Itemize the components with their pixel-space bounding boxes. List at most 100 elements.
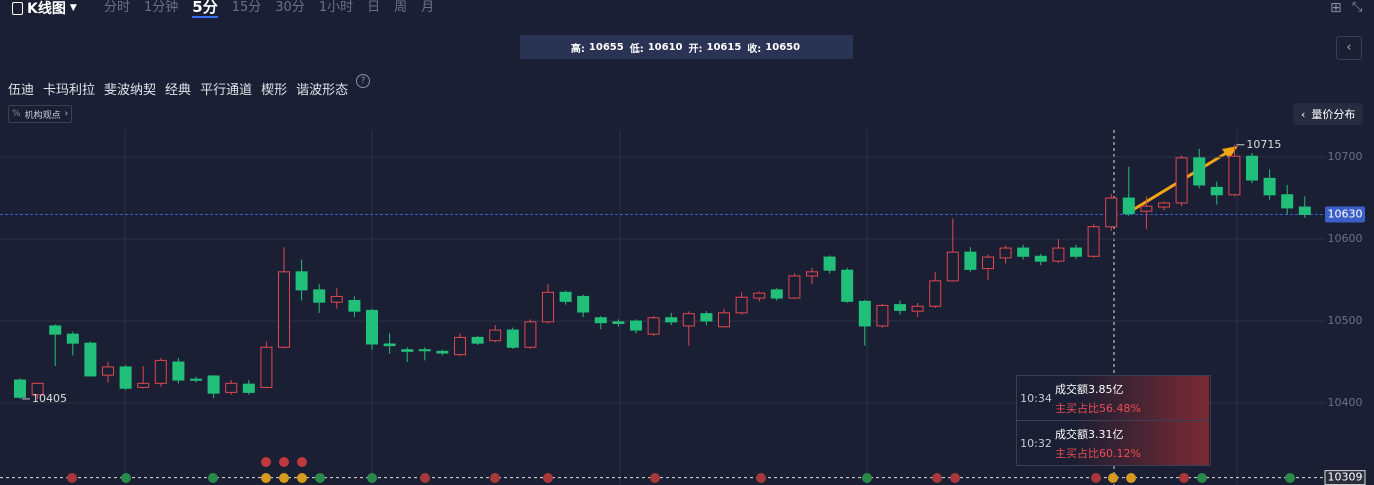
candle-body (172, 361, 185, 381)
candle-body (718, 312, 730, 328)
candle-body (1298, 206, 1311, 215)
candle-body (418, 349, 431, 352)
candle-body (348, 300, 361, 312)
shrink-icon[interactable]: ⤡ (1352, 0, 1363, 15)
period-tab[interactable]: 日 (367, 0, 381, 15)
chart-type-menu[interactable]: K线图 ▼ (12, 0, 77, 17)
candle-body (66, 333, 79, 344)
event-marker (279, 473, 289, 483)
tool[interactable]: 经典 (165, 83, 192, 98)
low-label: 10405 (32, 392, 67, 405)
candle-body (559, 291, 572, 302)
tool[interactable]: 斐波纳契 (104, 83, 157, 98)
tooltip-label: 开: (688, 43, 703, 55)
y-tick-label: 10500 (1328, 314, 1363, 327)
help-icon[interactable]: ? (356, 74, 370, 88)
event-marker (932, 473, 942, 483)
event-marker (420, 473, 430, 483)
tooltip-value: 10650 (765, 41, 801, 53)
layout-icon[interactable]: ⊞ (1330, 0, 1342, 16)
period-tab[interactable]: 30分 (275, 0, 305, 15)
candle-body (982, 256, 994, 270)
y-tick-label: 10600 (1328, 232, 1363, 245)
candle-body (1158, 202, 1170, 208)
event-marker (950, 473, 960, 483)
event-marker (367, 473, 377, 483)
trade-row: 10:34 成交额3.85亿 主买占比56.48% (1017, 376, 1209, 421)
y-tick-label: 10400 (1328, 396, 1363, 409)
candle-body (823, 256, 836, 271)
candle-body (190, 378, 202, 381)
event-marker (543, 473, 553, 483)
candle-body (1228, 155, 1241, 196)
period-tabs: 分时 1分钟 5分 15分 30分 1小时日周月 (104, 0, 434, 18)
candle-body (1281, 194, 1294, 209)
tooltip-label: 高: (570, 43, 585, 55)
chevron: ‹ (1301, 107, 1306, 121)
trade-info: 成交额3.85亿 主买占比56.48% (1055, 381, 1141, 416)
candle-body (682, 313, 695, 327)
period-tab[interactable]: 周 (394, 0, 408, 15)
period-tab[interactable]: 15分 (231, 0, 262, 15)
candle-body (946, 251, 959, 282)
candle-body (929, 280, 942, 307)
candle-body (612, 321, 625, 324)
candle-body (31, 382, 44, 396)
candle-body (137, 382, 150, 388)
period-tab[interactable]: 5分 (192, 0, 218, 18)
candle-body (454, 336, 466, 356)
candle-body (14, 379, 26, 398)
event-marker (261, 473, 271, 483)
trade-amount: 成交额3.31亿 (1055, 427, 1124, 441)
candle-body (1175, 157, 1188, 204)
volume-profile-button[interactable]: ‹ 量价分布 (1293, 103, 1364, 125)
candle-body (1052, 247, 1065, 262)
institution-button[interactable]: % 机构观点 › (8, 105, 73, 123)
button-label: 机构观点 (24, 110, 61, 121)
candle-body (577, 295, 590, 313)
period-tab[interactable]: 分时 (104, 0, 131, 15)
candle-body (242, 383, 255, 393)
tooltip-value: 10615 (706, 41, 742, 53)
event-marker (1197, 473, 1207, 483)
candle-body (471, 336, 484, 344)
candle-body (154, 359, 167, 384)
candle-body (1087, 226, 1100, 257)
candle-body (841, 269, 854, 302)
tool[interactable]: 伍迪 (8, 83, 35, 98)
trade-row: 10:32 成交额3.31亿 主买占比60.12% (1017, 421, 1209, 466)
period-tab[interactable]: 月 (421, 0, 435, 15)
candle-body (278, 271, 290, 348)
tool[interactable]: 平行通道 (200, 83, 253, 98)
icon (12, 1, 23, 15)
collapse-button[interactable]: ‹ (1336, 36, 1362, 60)
candle-body (330, 295, 343, 303)
candle-body (436, 350, 449, 354)
tooltip-value: 10610 (647, 41, 683, 53)
event-marker (1285, 473, 1295, 483)
candle-body (911, 305, 924, 312)
tool[interactable]: 楔形 (261, 83, 288, 98)
candle-body (489, 329, 502, 342)
candle-body (1070, 247, 1082, 257)
drawing-tools: 伍迪 卡玛利拉 斐波纳契 经典 平行通道 楔形 谐波形态 (8, 79, 348, 98)
candle-body (665, 317, 678, 323)
caret: ▼ (69, 3, 77, 13)
candle-body (630, 320, 642, 331)
tooltip-value: 10655 (588, 41, 624, 53)
candle-body (366, 309, 378, 345)
ohlc-tooltip: 高: 10655 低: 10610 开: 10615 收: 10650 (520, 35, 853, 59)
candle-body (753, 292, 766, 299)
candle-body (788, 275, 801, 299)
event-marker (297, 473, 307, 483)
candle-body (594, 317, 607, 324)
event-marker (297, 457, 307, 467)
period-tab[interactable]: 1分钟 (144, 0, 179, 15)
candle-body (506, 329, 519, 348)
tool[interactable]: 卡玛利拉 (43, 83, 96, 98)
event-marker (1091, 473, 1101, 483)
candle-body (524, 321, 537, 348)
period-tab[interactable]: 1小时 (318, 0, 354, 15)
tool[interactable]: 谐波形态 (296, 83, 349, 98)
